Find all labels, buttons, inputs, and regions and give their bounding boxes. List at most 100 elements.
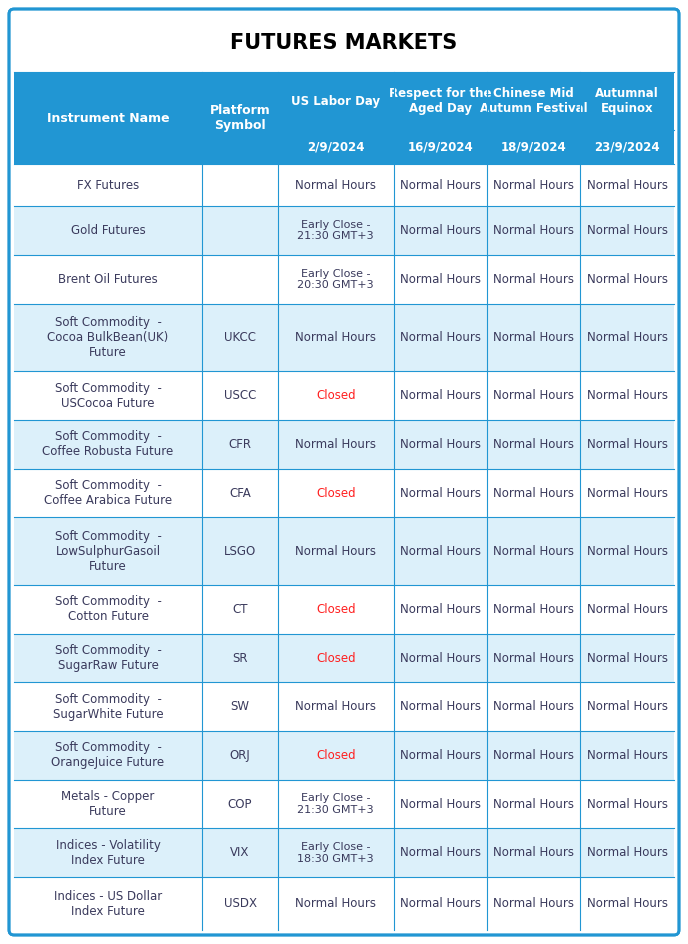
Text: Normal Hours: Normal Hours	[587, 846, 667, 859]
Text: Indices - Volatility
Index Future: Indices - Volatility Index Future	[56, 839, 160, 867]
Text: Platform
Symbol: Platform Symbol	[210, 104, 270, 132]
Text: Normal Hours: Normal Hours	[493, 798, 574, 811]
Bar	[14, 164, 674, 207]
Text: Closed: Closed	[316, 486, 356, 499]
Text: Normal Hours: Normal Hours	[400, 486, 481, 499]
Text: Normal Hours: Normal Hours	[295, 331, 376, 344]
Bar	[14, 371, 674, 420]
Text: Normal Hours: Normal Hours	[295, 438, 376, 451]
Text: Normal Hours: Normal Hours	[493, 603, 574, 615]
Text: Normal Hours: Normal Hours	[587, 545, 667, 558]
Text: Normal Hours: Normal Hours	[493, 273, 574, 286]
Text: Normal Hours: Normal Hours	[400, 749, 481, 762]
Text: Normal Hours: Normal Hours	[587, 700, 667, 714]
Text: Soft Commodity  -
Cocoa BulkBean(UK)
Future: Soft Commodity - Cocoa BulkBean(UK) Futu…	[47, 316, 169, 359]
Text: Normal Hours: Normal Hours	[493, 224, 574, 237]
Text: Chinese Mid
Autumn Festival: Chinese Mid Autumn Festival	[480, 87, 588, 115]
Text: Normal Hours: Normal Hours	[400, 897, 481, 910]
Text: Normal Hours: Normal Hours	[295, 700, 376, 714]
Text: Normal Hours: Normal Hours	[400, 224, 481, 237]
Text: Normal Hours: Normal Hours	[400, 331, 481, 344]
Text: Normal Hours: Normal Hours	[587, 438, 667, 451]
Text: Soft Commodity  -
Coffee Arabica Future: Soft Commodity - Coffee Arabica Future	[44, 479, 172, 507]
Text: Normal Hours: Normal Hours	[493, 700, 574, 714]
Text: SR: SR	[233, 651, 248, 665]
Text: Normal Hours: Normal Hours	[587, 178, 667, 192]
Text: 16/9/2024: 16/9/2024	[407, 141, 473, 154]
Text: LSGO: LSGO	[224, 545, 256, 558]
Text: Normal Hours: Normal Hours	[493, 438, 574, 451]
Text: Normal Hours: Normal Hours	[493, 389, 574, 402]
Text: Normal Hours: Normal Hours	[400, 846, 481, 859]
Text: Normal Hours: Normal Hours	[295, 178, 376, 192]
Text: Normal Hours: Normal Hours	[587, 224, 667, 237]
Bar	[14, 780, 674, 829]
Bar	[14, 420, 674, 469]
Text: Metals - Copper
Future: Metals - Copper Future	[61, 790, 155, 818]
Text: ORJ: ORJ	[230, 749, 250, 762]
Text: Respect for the
Aged Day: Respect for the Aged Day	[389, 87, 491, 115]
Text: US Labor Day: US Labor Day	[291, 94, 380, 108]
Text: Closed: Closed	[316, 389, 356, 402]
Text: Normal Hours: Normal Hours	[295, 545, 376, 558]
Text: 18/9/2024: 18/9/2024	[501, 141, 566, 154]
Text: Normal Hours: Normal Hours	[493, 651, 574, 665]
Text: Soft Commodity  -
SugarRaw Future: Soft Commodity - SugarRaw Future	[54, 644, 162, 672]
Text: Normal Hours: Normal Hours	[587, 486, 667, 499]
Text: Normal Hours: Normal Hours	[587, 749, 667, 762]
Text: Closed: Closed	[316, 749, 356, 762]
Text: Normal Hours: Normal Hours	[493, 897, 574, 910]
Bar	[14, 585, 674, 633]
Text: Closed: Closed	[316, 651, 356, 665]
Text: Normal Hours: Normal Hours	[493, 846, 574, 859]
Bar	[14, 304, 674, 371]
Text: UKCC: UKCC	[224, 331, 256, 344]
Text: Gold Futures: Gold Futures	[71, 224, 145, 237]
Text: Soft Commodity  -
Cotton Future: Soft Commodity - Cotton Future	[54, 596, 162, 623]
Text: Normal Hours: Normal Hours	[587, 897, 667, 910]
Text: Normal Hours: Normal Hours	[400, 603, 481, 615]
Text: Indices - US Dollar
Index Future: Indices - US Dollar Index Future	[54, 889, 162, 918]
Text: Early Close -
20:30 GMT+3: Early Close - 20:30 GMT+3	[297, 268, 374, 290]
Text: Normal Hours: Normal Hours	[587, 798, 667, 811]
Text: Normal Hours: Normal Hours	[587, 273, 667, 286]
Text: Instrument Name: Instrument Name	[47, 111, 169, 125]
Text: Normal Hours: Normal Hours	[493, 486, 574, 499]
Text: Normal Hours: Normal Hours	[493, 331, 574, 344]
Text: Normal Hours: Normal Hours	[400, 651, 481, 665]
Text: Normal Hours: Normal Hours	[400, 438, 481, 451]
Text: CFA: CFA	[229, 486, 251, 499]
Text: Normal Hours: Normal Hours	[587, 603, 667, 615]
FancyBboxPatch shape	[9, 9, 679, 935]
Text: Normal Hours: Normal Hours	[400, 389, 481, 402]
Text: 2/9/2024: 2/9/2024	[307, 141, 365, 154]
Text: Normal Hours: Normal Hours	[587, 651, 667, 665]
Text: FUTURES MARKETS: FUTURES MARKETS	[230, 33, 458, 53]
Bar	[14, 72, 674, 164]
Text: CFR: CFR	[228, 438, 252, 451]
Text: Normal Hours: Normal Hours	[295, 897, 376, 910]
Text: Soft Commodity  -
OrangeJuice Future: Soft Commodity - OrangeJuice Future	[52, 741, 164, 769]
Bar	[14, 207, 674, 255]
Bar	[14, 255, 674, 304]
Text: Soft Commodity  -
Coffee Robusta Future: Soft Commodity - Coffee Robusta Future	[43, 430, 173, 459]
Text: COP: COP	[228, 798, 252, 811]
Text: Early Close -
21:30 GMT+3: Early Close - 21:30 GMT+3	[297, 220, 374, 242]
Bar	[14, 14, 674, 72]
Text: USCC: USCC	[224, 389, 256, 402]
Text: USDX: USDX	[224, 897, 257, 910]
Text: Soft Commodity  -
SugarWhite Future: Soft Commodity - SugarWhite Future	[53, 693, 163, 721]
Text: Closed: Closed	[316, 603, 356, 615]
Text: Normal Hours: Normal Hours	[493, 545, 574, 558]
Text: Normal Hours: Normal Hours	[587, 331, 667, 344]
Text: Autumnal
Equinox: Autumnal Equinox	[595, 87, 659, 115]
Text: Normal Hours: Normal Hours	[493, 178, 574, 192]
Text: Early Close -
18:30 GMT+3: Early Close - 18:30 GMT+3	[297, 842, 374, 864]
Text: Normal Hours: Normal Hours	[400, 545, 481, 558]
Text: Brent Oil Futures: Brent Oil Futures	[58, 273, 158, 286]
Text: SW: SW	[230, 700, 250, 714]
Text: Normal Hours: Normal Hours	[400, 273, 481, 286]
Bar	[14, 731, 674, 780]
Bar	[14, 517, 674, 585]
Text: Normal Hours: Normal Hours	[400, 700, 481, 714]
